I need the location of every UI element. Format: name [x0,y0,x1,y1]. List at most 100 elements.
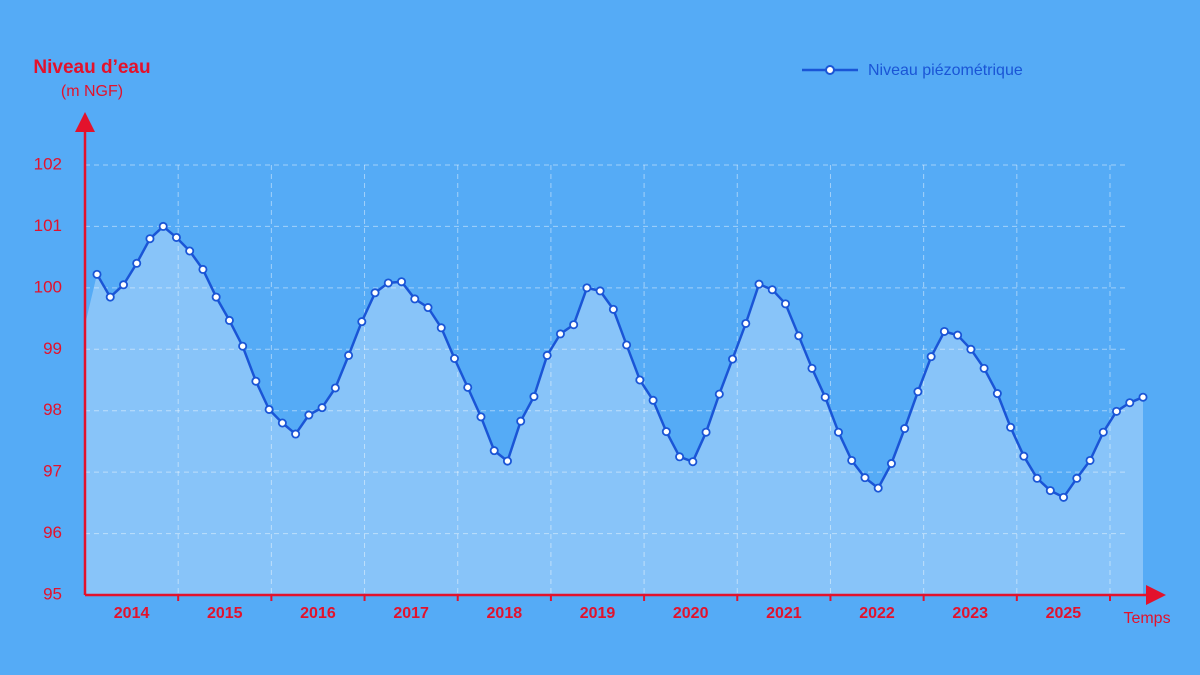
point [1059,492,1069,502]
y-tick-label: 99 [43,339,62,358]
point [754,279,764,289]
y-axis-unit: (m NGF) [61,83,123,100]
x-tick-label: 2023 [952,605,988,622]
x-tick-label: 2019 [580,605,616,622]
y-tick-label: 97 [43,462,62,481]
point [608,304,618,314]
legend: Niveau piézométrique [802,62,1023,79]
point [701,427,711,437]
y-tick-label: 96 [43,523,62,542]
point [781,299,791,309]
point [476,412,486,422]
y-axis-label: Niveau d’eau [33,57,150,78]
y-tick-label: 95 [43,584,62,603]
point [304,410,314,420]
point [979,363,989,373]
legend-marker [825,65,835,75]
point [238,341,248,351]
point [1019,451,1029,461]
point [953,330,963,340]
point [820,392,830,402]
point [1032,473,1042,483]
point [118,280,128,290]
point [966,344,976,354]
point [873,483,883,493]
point [264,404,274,414]
point [728,354,738,364]
point [529,392,539,402]
point [635,375,645,385]
point [886,459,896,469]
point [171,232,181,242]
point [833,427,843,437]
x-tick-label: 2014 [114,605,150,622]
point [1085,455,1095,465]
point [251,376,261,386]
point [1006,422,1016,432]
point [860,473,870,483]
point [992,389,1002,399]
point [463,382,473,392]
point [767,285,777,295]
point [1112,406,1122,416]
point [105,292,115,302]
x-tick-label: 2021 [766,605,802,622]
point [926,352,936,362]
point [277,418,287,428]
point [224,315,234,325]
point [410,294,420,304]
point [1098,427,1108,437]
point [542,350,552,360]
point [900,424,910,434]
x-tick-label: 2018 [487,605,523,622]
point [516,416,526,426]
x-axis-label: Temps [1123,610,1170,627]
x-tick-label: 2025 [1046,605,1082,622]
point [648,395,658,405]
legend-label: Niveau piézométrique [868,62,1023,79]
point [132,258,142,268]
point [370,288,380,298]
y-tick-label: 98 [43,400,62,419]
x-tick-label: 2020 [673,605,709,622]
point [847,455,857,465]
point [939,326,949,336]
point [489,446,499,456]
point [582,283,592,293]
point [397,277,407,287]
point [714,389,724,399]
point [688,457,698,467]
x-tick-label: 2022 [859,605,895,622]
point [741,318,751,328]
point [675,452,685,462]
y-tick-label: 101 [34,216,62,235]
point [198,264,208,274]
x-tick-label: 2016 [300,605,336,622]
point [569,320,579,330]
point [449,353,459,363]
point [595,286,605,296]
x-tick-label: 2015 [207,605,243,622]
point [555,329,565,339]
point [330,383,340,393]
area [85,226,1143,595]
point [1138,392,1148,402]
point [185,246,195,256]
point [913,387,923,397]
point [436,323,446,333]
point [423,303,433,313]
point [92,269,102,279]
point [794,331,804,341]
point [317,403,327,413]
y-tick-label: 100 [34,277,62,296]
point [1125,398,1135,408]
point [158,221,168,231]
plot [85,221,1148,595]
point [383,278,393,288]
point [502,456,512,466]
x-tick-label: 2017 [393,605,429,622]
point [622,340,632,350]
point [807,363,817,373]
